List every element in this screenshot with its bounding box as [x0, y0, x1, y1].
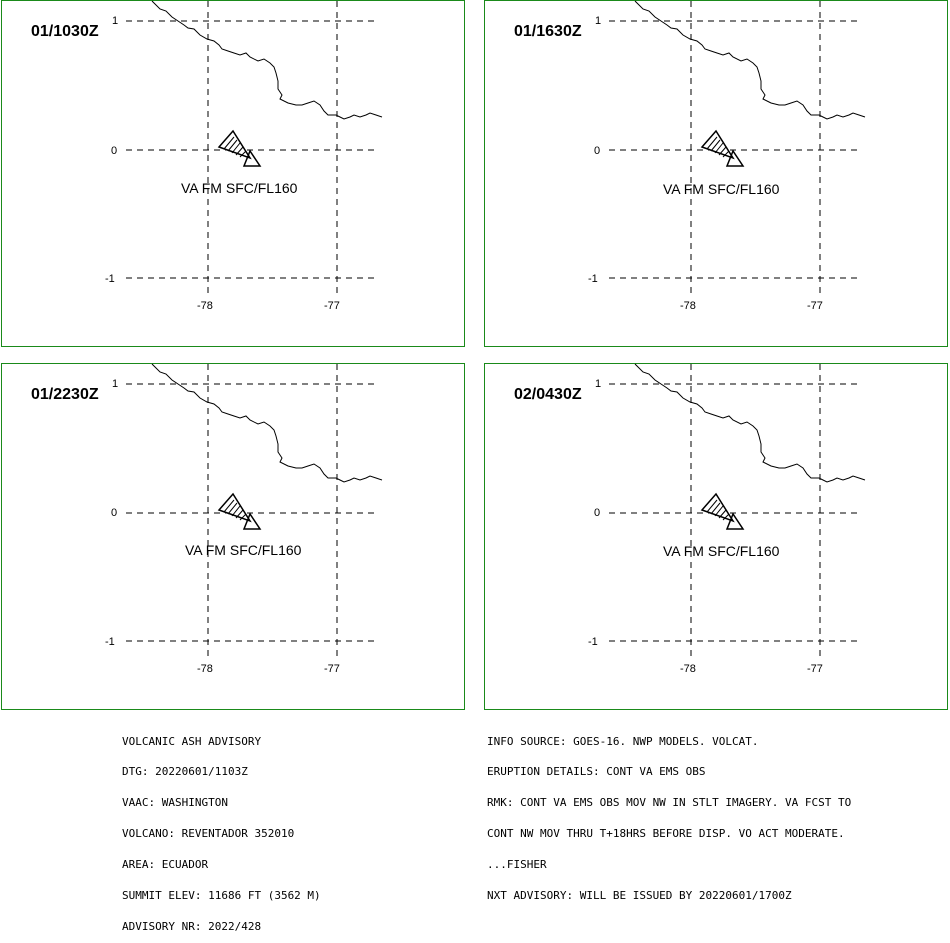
advisory-line: RMK: CONT VA EMS OBS MOV NW IN STLT IMAG… [487, 796, 852, 810]
grid-lat-label-top: 1 [595, 378, 601, 390]
ash-cloud-polygon [700, 129, 735, 160]
lat-label-0: 0 [594, 145, 600, 157]
advisory-line: INFO SOURCE: GOES-16. NWP MODELS. VOLCAT… [487, 734, 759, 748]
map-canvas: 02/0430Z 1 0 -1 -78 -77 VA FM SFC/FL160 [514, 363, 866, 675]
ash-height-label: VA FM SFC/FL160 [663, 181, 780, 197]
advisory-line: VOLCANIC ASH ADVISORY [122, 734, 262, 748]
lat-label-0: 0 [111, 507, 117, 519]
volcano-triangle-icon [725, 512, 745, 530]
panel-time-title: 01/2230Z [31, 386, 99, 403]
advisory-line: DTG: 20220601/1103Z [122, 765, 248, 779]
lat-label-0: 0 [111, 145, 117, 157]
panel-time-title: 01/1030Z [31, 23, 99, 40]
coastline [151, 363, 383, 483]
map-panel-3: 01/2230Z 1 0 -1 -78 -77 VA FM SFC/FL160 [1, 363, 465, 710]
coastline [634, 363, 866, 483]
lon-label-minus77: -77 [324, 300, 340, 312]
lat-label-minus1: -1 [105, 636, 115, 648]
ash-cloud-polygon [217, 129, 252, 160]
coastline [634, 0, 866, 120]
coastline [151, 0, 383, 120]
advisory-line: VAAC: WASHINGTON [122, 796, 228, 810]
advisory-details-block: INFO SOURCE: GOES-16. NWP MODELS. VOLCAT… [487, 716, 851, 912]
map-panel-2: 01/1630Z 1 0 -1 -78 -77 VA FM SFC/FL160 [484, 0, 948, 347]
lon-label-minus78: -78 [680, 663, 696, 675]
ash-hatching [223, 136, 247, 158]
volcano-triangle-icon [242, 149, 262, 167]
advisory-line: NXT ADVISORY: WILL BE ISSUED BY 20220601… [487, 889, 792, 903]
advisory-header-block: VOLCANIC ASH ADVISORY DTG: 20220601/1103… [122, 716, 321, 943]
lon-label-minus78: -78 [197, 663, 213, 675]
advisory-line: VOLCANO: REVENTADOR 352010 [122, 827, 295, 841]
lat-label-minus1: -1 [588, 273, 598, 285]
lon-label-minus78: -78 [197, 300, 213, 312]
map-panel-1: 01/1030Z 1 0 -1 -78 -77 VA FM SFC/FL160 [1, 0, 465, 347]
map-panel-4: 02/0430Z 1 0 -1 -78 -77 VA FM SFC/FL160 [484, 363, 948, 710]
ash-height-label: VA FM SFC/FL160 [185, 542, 302, 558]
ash-cloud-polygon [700, 492, 735, 523]
advisory-line: ...FISHER [487, 858, 547, 872]
lat-label-minus1: -1 [588, 636, 598, 648]
lon-label-minus78: -78 [680, 300, 696, 312]
advisory-line: ERUPTION DETAILS: CONT VA EMS OBS [487, 765, 706, 779]
volcano-triangle-icon [725, 149, 745, 167]
grid-lat-label-top: 1 [595, 15, 601, 27]
ash-hatching [223, 499, 247, 521]
advisory-line: AREA: ECUADOR [122, 858, 209, 872]
ash-height-label: VA FM SFC/FL160 [181, 180, 298, 196]
advisory-line: CONT NW MOV THRU T+18HRS BEFORE DISP. VO… [487, 827, 845, 841]
map-canvas: 01/2230Z 1 0 -1 -78 -77 VA FM SFC/FL160 [31, 363, 383, 675]
ash-cloud-polygon [217, 492, 252, 523]
lon-label-minus77: -77 [324, 663, 340, 675]
panel-time-title: 01/1630Z [514, 23, 582, 40]
grid-lat-label-top: 1 [112, 15, 118, 27]
lat-label-minus1: -1 [105, 273, 115, 285]
map-canvas: 01/1630Z 1 0 -1 -78 -77 VA FM SFC/FL160 [514, 0, 866, 312]
ash-hatching [706, 499, 730, 521]
lon-label-minus77: -77 [807, 300, 823, 312]
ash-height-label: VA FM SFC/FL160 [663, 543, 780, 559]
grid-lat-label-top: 1 [112, 378, 118, 390]
advisory-line: SUMMIT ELEV: 11686 FT (3562 M) [122, 889, 321, 903]
ash-hatching [706, 136, 730, 158]
lat-label-0: 0 [594, 507, 600, 519]
map-canvas: 01/1030Z 1 0 -1 -78 -77 VA FM SFC/FL160 [31, 0, 383, 312]
panel-time-title: 02/0430Z [514, 386, 582, 403]
advisory-line: ADVISORY NR: 2022/428 [122, 919, 262, 933]
lon-label-minus77: -77 [807, 663, 823, 675]
volcano-triangle-icon [242, 512, 262, 530]
